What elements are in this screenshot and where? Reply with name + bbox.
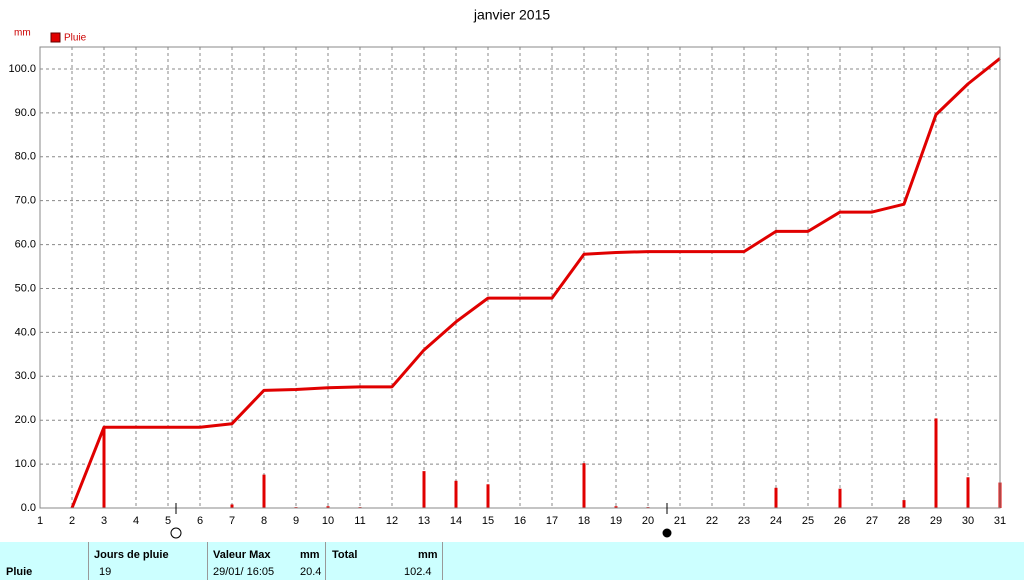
chart: janvier 2015 mm Pluie 0.0 10.0 20.0 30.0 40.…	[8, 7, 1006, 539]
x-tick-label: 18	[578, 515, 590, 527]
col-unit: mm	[418, 549, 438, 561]
col-date: 29/01/ 16:05	[213, 566, 275, 578]
bar	[230, 504, 234, 508]
col-value: 19	[99, 566, 112, 578]
x-tick-label: 3	[101, 515, 107, 527]
x-tick-label: 17	[546, 515, 558, 527]
full-moon-icon	[170, 527, 182, 539]
x-tick-label: 29	[930, 515, 942, 527]
bar	[902, 500, 906, 508]
x-tick-label: 26	[834, 515, 846, 527]
y-tick-label: 90.0	[15, 107, 36, 119]
y-tick-label: 60.0	[15, 238, 36, 250]
col-value: 20.4	[300, 566, 322, 578]
summary-table: Pluie Jours de pluie 19 Valeur Max mm 29…	[0, 542, 1024, 580]
bar	[838, 488, 842, 508]
cumulative-line	[70, 57, 1001, 509]
y-tick-label: 50.0	[15, 282, 36, 294]
y-tick-label: 40.0	[15, 326, 36, 338]
x-tick-label: 5	[165, 515, 171, 527]
x-tick-label: 6	[197, 515, 203, 527]
bar	[486, 484, 490, 508]
col-header: Jours de pluie	[94, 549, 169, 561]
x-tick-label: 9	[293, 515, 299, 527]
x-tick-label: 20	[642, 515, 654, 527]
bar	[262, 474, 266, 508]
x-tick-label: 22	[706, 515, 718, 527]
x-tick-label: 13	[418, 515, 430, 527]
x-tick-label: 31	[994, 515, 1006, 527]
bar	[422, 471, 426, 508]
col-value: 102.4	[404, 566, 432, 578]
x-tick-label: 15	[482, 515, 494, 527]
x-tick-label: 19	[610, 515, 622, 527]
bar	[966, 477, 970, 508]
new-moon-icon	[662, 528, 672, 538]
bar	[102, 427, 106, 508]
col-unit: mm	[300, 549, 320, 561]
y-tick-label: 10.0	[15, 458, 36, 470]
cell: Total mm 102.4	[325, 542, 443, 580]
x-tick-label: 1	[37, 515, 43, 527]
plot	[39, 47, 1002, 509]
x-tick-label: 27	[866, 515, 878, 527]
x-tick-label: 23	[738, 515, 750, 527]
bar	[582, 463, 586, 508]
cell: Jours de pluie 19	[88, 542, 207, 580]
bar	[454, 480, 458, 508]
y-tick-label: 30.0	[15, 370, 36, 382]
x-tick-label: 4	[133, 515, 139, 527]
x-tick-label: 12	[386, 515, 398, 527]
x-tick-label: 14	[450, 515, 462, 527]
x-tick-label: 11	[354, 515, 365, 527]
x-tick-label: 28	[898, 515, 910, 527]
bar	[326, 506, 330, 508]
bar	[774, 487, 778, 508]
x-tick-label: 30	[962, 515, 974, 527]
y-tick-label: 100.0	[8, 63, 36, 75]
chart-title: janvier 2015	[473, 7, 550, 23]
col-header: Total	[332, 549, 358, 561]
x-tick-label: 10	[322, 515, 334, 527]
x-tick-label: 24	[770, 515, 782, 527]
legend-swatch	[50, 32, 61, 43]
y-unit: mm	[14, 28, 31, 39]
row-label: Pluie	[6, 566, 33, 578]
cell: Valeur Max mm 29/01/ 16:05 20.4	[207, 542, 325, 580]
bar	[614, 506, 618, 508]
x-tick-label: 25	[802, 515, 814, 527]
y-tick-label: 80.0	[15, 151, 36, 163]
y-tick-label: 20.0	[15, 414, 36, 426]
y-tick-label: 70.0	[15, 195, 36, 207]
x-tick-label: 7	[229, 515, 235, 527]
plot-frame	[39, 46, 1001, 509]
x-tick-label: 21	[674, 515, 686, 527]
legend-label: Pluie	[64, 33, 87, 44]
col-header: Valeur Max	[213, 549, 271, 561]
x-tick-label: 16	[514, 515, 526, 527]
x-tick-label: 8	[261, 515, 267, 527]
bar	[934, 418, 938, 508]
x-tick-label: 2	[69, 515, 75, 527]
y-tick-label: 0.0	[21, 502, 36, 514]
